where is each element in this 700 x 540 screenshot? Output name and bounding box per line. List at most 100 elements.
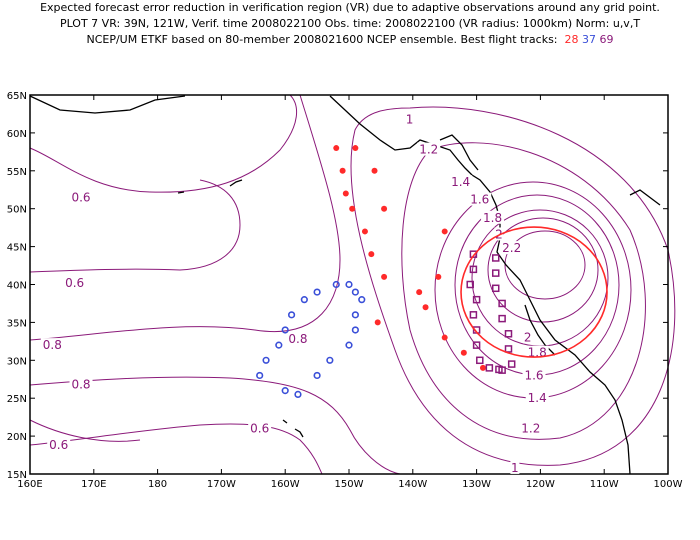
contour-label: 1 — [511, 461, 519, 475]
track-point-purple — [466, 280, 474, 289]
track-point-red — [381, 205, 388, 212]
plot-title: Expected forecast error reduction in ver… — [0, 0, 700, 48]
track-point-blue — [281, 326, 289, 334]
contour-1-4 — [434, 181, 632, 399]
contour-label: 1.8 — [483, 211, 502, 225]
track-point-purple — [472, 295, 481, 304]
track-point-purple — [472, 341, 481, 349]
contour-2-2 — [504, 230, 586, 300]
track-point-blue — [345, 341, 353, 349]
y-tick-label: 65N — [7, 91, 27, 102]
track-point-purple — [476, 356, 484, 365]
track-point-purple — [498, 366, 506, 374]
track-point-blue — [275, 341, 283, 349]
coast-inland — [629, 189, 661, 206]
track-point-blue — [326, 356, 334, 364]
contour-label-bg — [417, 142, 441, 156]
contour-0-8 — [29, 94, 401, 475]
track-point-purple — [504, 345, 513, 353]
axis-ticks: 160E 170E 180 170W 160W 150W 140W 130W 120W 110W 1… — [7, 91, 683, 490]
contour-label-bg — [449, 175, 473, 189]
track-point-blue — [281, 387, 289, 395]
contour-label: 0.8 — [71, 378, 90, 392]
contour-1 — [350, 106, 676, 466]
track-point-blue — [256, 371, 264, 380]
contour-label-bg — [510, 460, 520, 474]
map-frame-layer — [29, 94, 669, 475]
track-point-red — [441, 334, 448, 341]
y-tick-label: 55N — [7, 167, 27, 178]
y-tick-label: 20N — [7, 432, 27, 443]
contour-label-bg — [405, 112, 415, 126]
track-point-blue — [351, 311, 359, 319]
coast-island-1 — [229, 179, 243, 187]
track-point-blue — [287, 311, 296, 319]
contour-label-bg — [525, 391, 549, 405]
track-point-blue — [262, 356, 270, 364]
contour-label-bg — [522, 368, 546, 382]
track-point-blue — [294, 390, 302, 399]
verification-region-layer — [460, 226, 608, 358]
coast-alaska-panhandle — [439, 134, 479, 171]
contour-label: 0.6 — [65, 276, 84, 290]
track-point-red — [333, 145, 340, 152]
map-frame — [29, 94, 669, 475]
track-point-purple — [504, 330, 513, 338]
contour-label-bg — [63, 275, 87, 289]
contour-label: 2 — [524, 331, 532, 345]
coast-north-america — [329, 95, 631, 475]
track-point-red — [422, 304, 429, 311]
track-point-purple — [491, 254, 500, 262]
y-tick-label: 15N — [7, 470, 27, 481]
contour-label-bg — [494, 227, 504, 241]
track-point-blue — [313, 371, 321, 380]
contour-label: 0.6 — [49, 438, 68, 452]
contour-label-bg — [481, 210, 505, 224]
track-point-red — [361, 228, 368, 235]
coast-hawaii — [282, 419, 304, 438]
track-point-purple — [469, 265, 478, 274]
track-point-red — [352, 145, 359, 152]
track-point-blue — [345, 280, 353, 289]
x-tick-label: 100W — [654, 479, 683, 490]
contour-1-8 — [471, 209, 609, 347]
y-tick-label: 45N — [7, 243, 27, 254]
track-number-purple: 69 — [599, 33, 614, 46]
contour-label: 1 — [406, 112, 414, 126]
x-tick-label: 140W — [398, 479, 427, 490]
contour-0-6-sw — [29, 419, 141, 442]
y-tick-label: 35N — [7, 318, 27, 329]
contour-label-bg — [47, 438, 71, 452]
track-point-blue — [313, 288, 321, 296]
track-point-red — [381, 273, 388, 280]
coastline-layer — [29, 95, 661, 475]
track-point-blue — [300, 296, 308, 304]
y-tick-label: 50N — [7, 205, 27, 216]
track-point-purple — [498, 299, 506, 308]
flight-track-blue — [256, 280, 366, 399]
x-tick-label: 160W — [271, 479, 300, 490]
track-point-red — [479, 364, 486, 371]
track-number-blue: 37 — [582, 33, 597, 46]
track-point-red — [371, 167, 378, 174]
contour-0-6-south — [29, 423, 323, 475]
track-point-red — [435, 273, 442, 280]
contour-label-bg — [248, 421, 272, 435]
track-point-red — [368, 251, 375, 258]
title-line-3-prefix: NCEP/UM ETKF based on 80-member 20080216… — [86, 33, 558, 46]
contour-label-bg — [523, 330, 533, 344]
x-tick-label: 180 — [148, 479, 167, 490]
x-tick-label: 130W — [462, 479, 491, 490]
track-point-red — [441, 228, 448, 235]
contour-label-bg — [525, 345, 549, 359]
track-point-blue — [351, 326, 359, 334]
x-tick-label: 150W — [335, 479, 364, 490]
y-tick-label: 30N — [7, 356, 27, 367]
contour-0-6-mid — [29, 179, 241, 273]
coast-island-2 — [177, 191, 185, 194]
x-tick-label: 170E — [81, 479, 106, 490]
x-tick-label: 120W — [526, 479, 555, 490]
contour-1-2 — [401, 142, 646, 440]
track-point-purple — [469, 250, 478, 258]
